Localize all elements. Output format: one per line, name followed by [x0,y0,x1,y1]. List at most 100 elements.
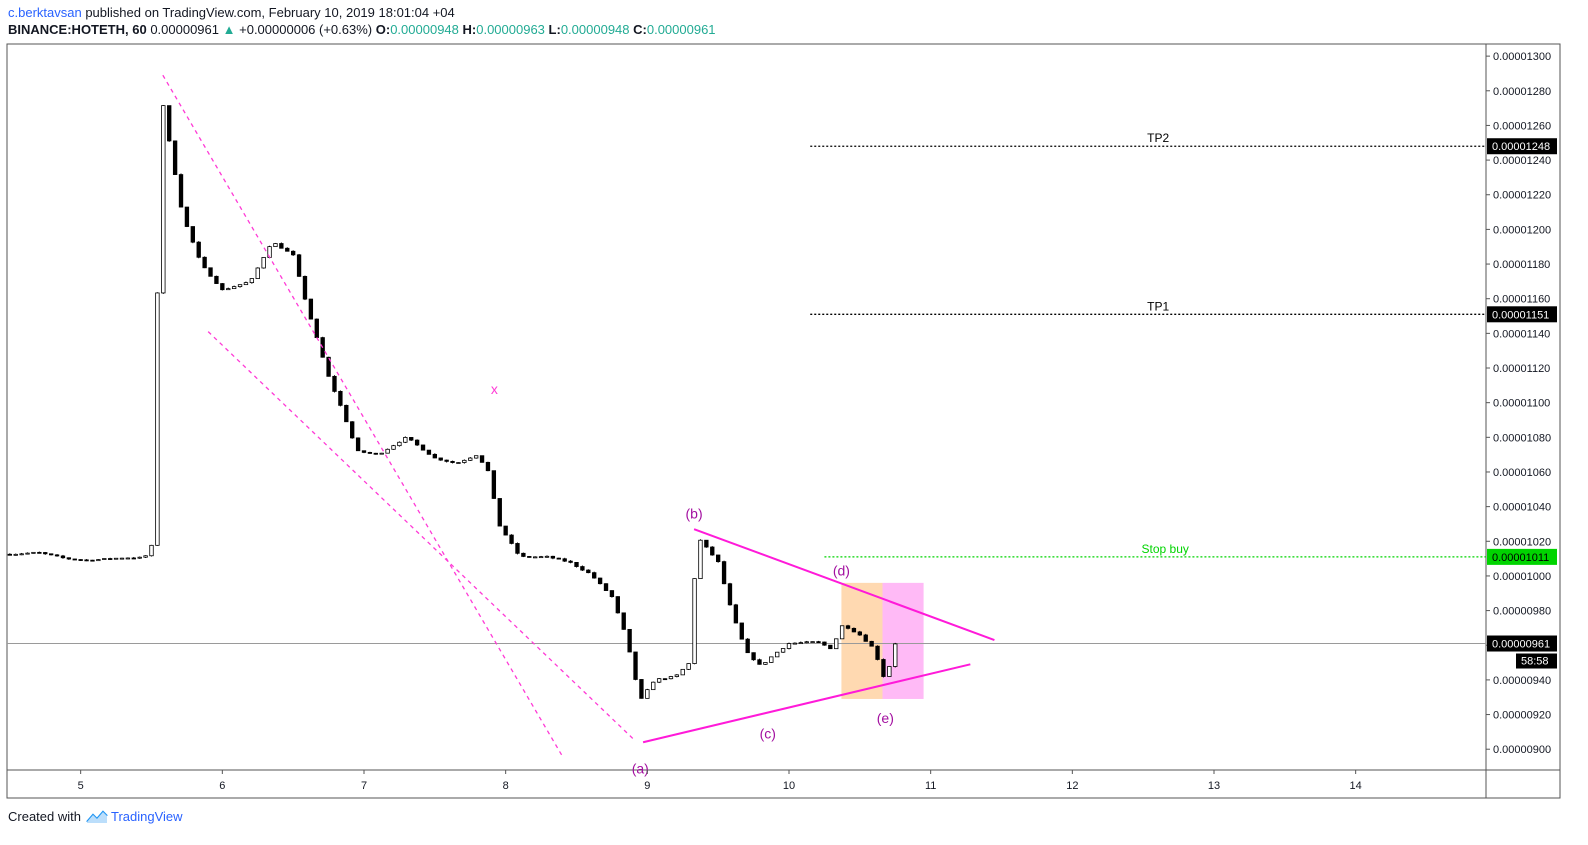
bull-candle [243,282,249,286]
bull-candle [810,641,815,644]
bull-candle [692,578,697,664]
bull-candle [231,286,237,290]
price-axis[interactable]: 0.000009000.000009200.000009400.00000960… [1486,51,1557,756]
bear-candle [863,634,868,642]
bull-candle [780,648,786,653]
bear-candle [438,457,443,461]
triangle-line [642,663,971,744]
y-tick-label: 0.00001160 [1493,294,1550,306]
bear-candle [857,631,863,636]
bear-candle [60,555,66,559]
bull-candle [102,558,107,560]
bear-candle [373,452,378,455]
close-label: C: [633,22,647,37]
bull-candle [674,674,680,677]
bear-candle [733,604,739,624]
footer: Created with TradingView [8,809,183,824]
tradingview-link[interactable]: TradingView [110,809,183,824]
last-price-badge [1487,635,1557,652]
bull-candle [143,555,148,558]
y-tick-label: 0.00001240 [1493,155,1551,167]
bear-candle [745,638,750,654]
risk-zone [841,582,883,699]
y-tick-label: 0.00001080 [1493,432,1551,444]
wave-labels: x (a) (b) (c) (d) (e) [491,381,894,776]
bear-candle [344,404,349,423]
bear-candle [220,283,225,291]
y-tick-label: 0.00001040 [1493,502,1551,514]
bull-candle [656,678,662,683]
last-price-badge-text: 0.00000961 [1492,639,1550,651]
close-value: 0.00000961 [646,22,716,37]
bear-candle [78,559,83,561]
bear-candle [167,105,172,142]
y-tick-label: 0.00001280 [1493,86,1551,98]
bear-candle [444,459,449,462]
bear-candle [845,625,851,629]
bull-candle [792,642,798,645]
bear-candle [43,552,48,555]
bear-candle [562,558,567,562]
triangle-line [693,528,995,641]
bear-candle [633,651,638,680]
bear-candle [296,254,302,277]
bear-candle [556,557,561,560]
bear-candle [72,558,77,561]
bear-candle [715,554,721,563]
bear-candle [308,298,314,320]
author-link[interactable]: c.berktavsan [8,5,82,20]
bull-candle [125,557,131,560]
bull-candle [698,539,703,580]
bear-candle [302,275,308,300]
high-label: H: [462,22,477,37]
bear-candle [515,543,520,554]
bear-candle [48,553,54,556]
bear-candle [131,557,136,560]
bear-candle [90,559,95,562]
y-tick-label: 0.00001100 [1493,398,1550,410]
symbol-label[interactable]: BINANCE:HOTETH, 60 [8,22,147,37]
countdown-text: 58:58 [1521,656,1549,668]
bear-candle [627,628,632,653]
bear-candle [367,452,373,454]
low-value: 0.00000948 [560,22,630,37]
bull-candle [686,663,691,670]
wave-label: (e) [877,710,894,726]
wave-label: (c) [760,726,776,742]
bull-candle [255,267,260,279]
stop-price-badge [1487,548,1557,565]
target-price-badge [1487,138,1557,155]
drawings [162,74,995,757]
change-value: +0.00000006 (+0.63%) [239,22,373,37]
bear-candle [108,558,113,560]
low-label: L: [548,22,561,37]
y-tick-label: 0.00001140 [1493,328,1550,340]
bull-candle [775,651,780,658]
bear-candle [409,437,414,441]
stop-level-label: Stop buy [1142,542,1189,556]
bull-candle [119,557,125,560]
bear-candle [184,206,190,227]
target-level-label: TP1 [1147,299,1169,313]
y-tick-label: 0.00001200 [1493,224,1551,236]
bear-candle [479,455,485,463]
open-label: O: [375,22,391,37]
bull-candle [763,662,768,665]
bull-candle [887,666,892,677]
wave-label: (a) [632,760,649,776]
bear-candle [568,560,573,563]
bull-candle [668,676,674,680]
bear-candle [639,679,644,699]
bear-candle [721,561,727,585]
chart-border [6,43,1561,799]
bull-candle [19,553,24,556]
bull-candle [651,681,656,691]
change-arrow-icon: ▲ [222,22,236,37]
x-tick-label: 10 [783,780,795,792]
x-tick-label: 7 [361,780,367,792]
bull-candle [680,668,685,676]
tradingview-logo-icon [86,809,108,823]
x-tick-label: 8 [503,780,509,792]
time-axis[interactable]: 5 6 7 8 9 10 11 12 13 14 [78,770,1362,792]
